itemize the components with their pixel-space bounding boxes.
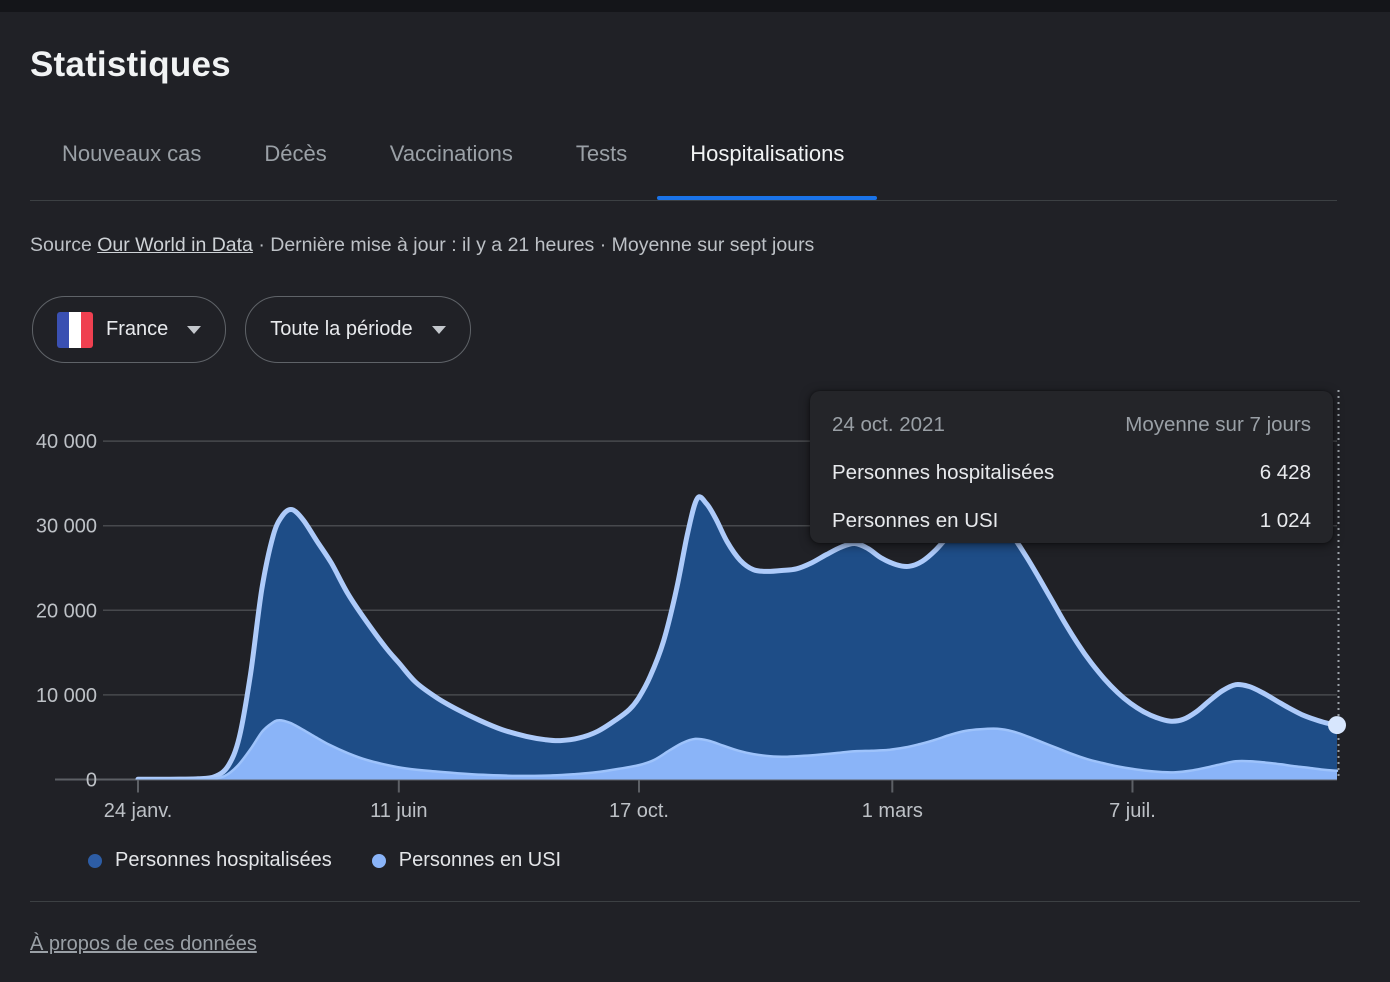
legend-label: Personnes hospitalisées xyxy=(115,849,332,871)
flag-stripe-white xyxy=(69,311,81,348)
chart-legend: Personnes hospitalisées Personnes en USI xyxy=(88,849,561,872)
x-axis-label: 24 janv. xyxy=(104,800,173,822)
tooltip-header: 24 oct. 2021 Moyenne sur 7 jours xyxy=(832,411,1311,439)
tooltip-row-label: Personnes en USI xyxy=(832,509,999,532)
country-selector[interactable]: France xyxy=(32,296,227,363)
latest-point-marker xyxy=(1328,716,1346,735)
stats-tabs: Nouveaux cas Décès Vaccinations Tests Hospit… xyxy=(62,141,878,200)
tooltip-row-label: Personnes hospitalisées xyxy=(832,461,1055,484)
series-line-personnes-en-usi xyxy=(136,719,1339,780)
tabs-divider xyxy=(30,200,1337,201)
series-area-personnes-en-usi[interactable] xyxy=(138,720,1337,780)
tooltip-average-label: Moyenne sur 7 jours xyxy=(1125,413,1311,436)
x-axis-label: 7 juil. xyxy=(1109,800,1156,822)
tooltip-row-value: 6 428 xyxy=(1259,461,1311,484)
tooltip-date: 24 oct. 2021 xyxy=(832,413,945,436)
top-strip xyxy=(0,0,1390,12)
flag-stripe-blue xyxy=(57,311,69,348)
source-rest: · Dernière mise à jour : il y a 21 heure… xyxy=(252,234,815,256)
source-prefix: Source xyxy=(30,234,98,256)
x-axis-label: 17 oct. xyxy=(609,800,669,822)
legend-dot-icon xyxy=(88,853,102,868)
legend-item-personnes-en-usi: Personnes en USI xyxy=(371,849,562,872)
tooltip-row: Personnes en USI 1 024 xyxy=(832,507,1311,535)
chart-tooltip: 24 oct. 2021 Moyenne sur 7 jours Personn… xyxy=(810,391,1333,543)
chevron-down-icon xyxy=(431,325,446,334)
france-flag-icon xyxy=(57,311,93,348)
source-line: Source Our World in Data · Dernière mise… xyxy=(30,234,814,257)
y-axis-label: 0 xyxy=(86,770,97,792)
period-selector[interactable]: Toute la période xyxy=(245,296,471,363)
tooltip-row-value: 1 024 xyxy=(1259,509,1311,532)
y-axis-label: 40 000 xyxy=(36,431,97,453)
period-selector-label: Toute la période xyxy=(270,318,413,340)
series-area-personnes-hospitalisees[interactable] xyxy=(138,496,1337,780)
legend-dot-icon xyxy=(371,853,386,868)
legend-label: Personnes en USI xyxy=(398,849,562,871)
legend-item-personnes-hospitalisees: Personnes hospitalisées xyxy=(88,849,332,872)
tab-deces[interactable]: Décès xyxy=(264,141,327,166)
tab-tests[interactable]: Tests xyxy=(575,141,628,166)
tab-nouveaux-cas[interactable]: Nouveaux cas xyxy=(62,141,202,166)
flag-stripe-red xyxy=(81,311,93,348)
tab-hospitalisations[interactable]: Hospitalisations xyxy=(657,141,878,200)
page-title: Statistiques xyxy=(30,45,231,85)
footer-divider xyxy=(30,901,1360,902)
source-link[interactable]: Our World in Data xyxy=(97,234,253,256)
x-axis-label: 1 mars xyxy=(862,800,923,822)
chevron-down-icon xyxy=(187,325,202,334)
x-axis-label: 11 juin xyxy=(370,800,427,822)
y-axis-label: 30 000 xyxy=(36,516,97,538)
y-axis-label: 20 000 xyxy=(36,600,97,622)
tab-vaccinations[interactable]: Vaccinations xyxy=(389,141,513,166)
y-axis-label: 10 000 xyxy=(36,685,97,707)
tooltip-rows: Personnes hospitalisées 6 428 Personnes en… xyxy=(832,459,1311,535)
tooltip-row: Personnes hospitalisées 6 428 xyxy=(832,459,1311,487)
series-line-personnes-hospitalisees xyxy=(135,494,1340,780)
about-data-link[interactable]: À propos de ces données xyxy=(30,933,257,955)
filters: France Toute la période xyxy=(32,296,471,363)
country-selector-label: France xyxy=(106,318,169,340)
